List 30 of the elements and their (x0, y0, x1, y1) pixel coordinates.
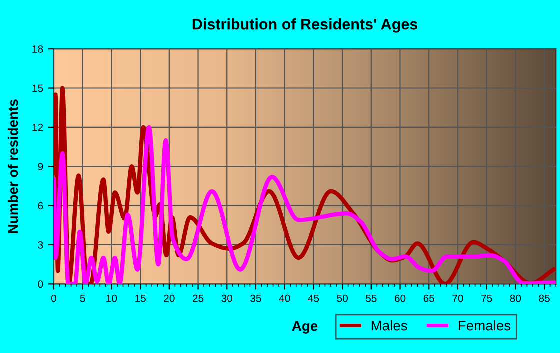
y-tick-label: 3 (38, 241, 44, 249)
chart-title: Distribution of Residents' Ages (192, 18, 418, 33)
x-tick-label: 45 (308, 294, 320, 302)
y-tick-label: 12 (32, 124, 44, 132)
x-tick-label: 35 (250, 294, 262, 302)
x-tick-label: 5 (80, 294, 86, 302)
x-tick-label: 60 (394, 294, 406, 302)
x-tick-label: 10 (106, 294, 118, 302)
legend-label: Females (458, 320, 511, 331)
x-tick-label: 85 (539, 294, 550, 302)
x-tick-label: 0 (51, 294, 56, 302)
x-tick-label: 55 (366, 294, 377, 302)
x-tick-label: 65 (424, 294, 434, 302)
y-tick-label: 18 (32, 46, 44, 53)
y-tick-label: 15 (32, 84, 44, 92)
y-tick-label: 0 (38, 280, 44, 288)
x-tick-label: 30 (222, 294, 233, 302)
x-tick-label: 75 (482, 294, 492, 302)
x-tick-label: 15 (136, 294, 146, 302)
y-tick-label: 6 (38, 202, 44, 210)
x-tick-label: 70 (452, 294, 464, 302)
x-tick-label: 40 (279, 294, 290, 302)
y-axis-title: Number of residents (8, 100, 18, 234)
legend-label: Males (372, 320, 408, 331)
x-tick-label: 25 (192, 294, 204, 302)
x-tick-label: 20 (164, 294, 175, 302)
x-axis-title: Age (292, 321, 318, 334)
x-tick-label: 80 (510, 294, 522, 302)
y-tick-label: 9 (38, 163, 44, 170)
x-tick-label: 50 (337, 294, 348, 302)
